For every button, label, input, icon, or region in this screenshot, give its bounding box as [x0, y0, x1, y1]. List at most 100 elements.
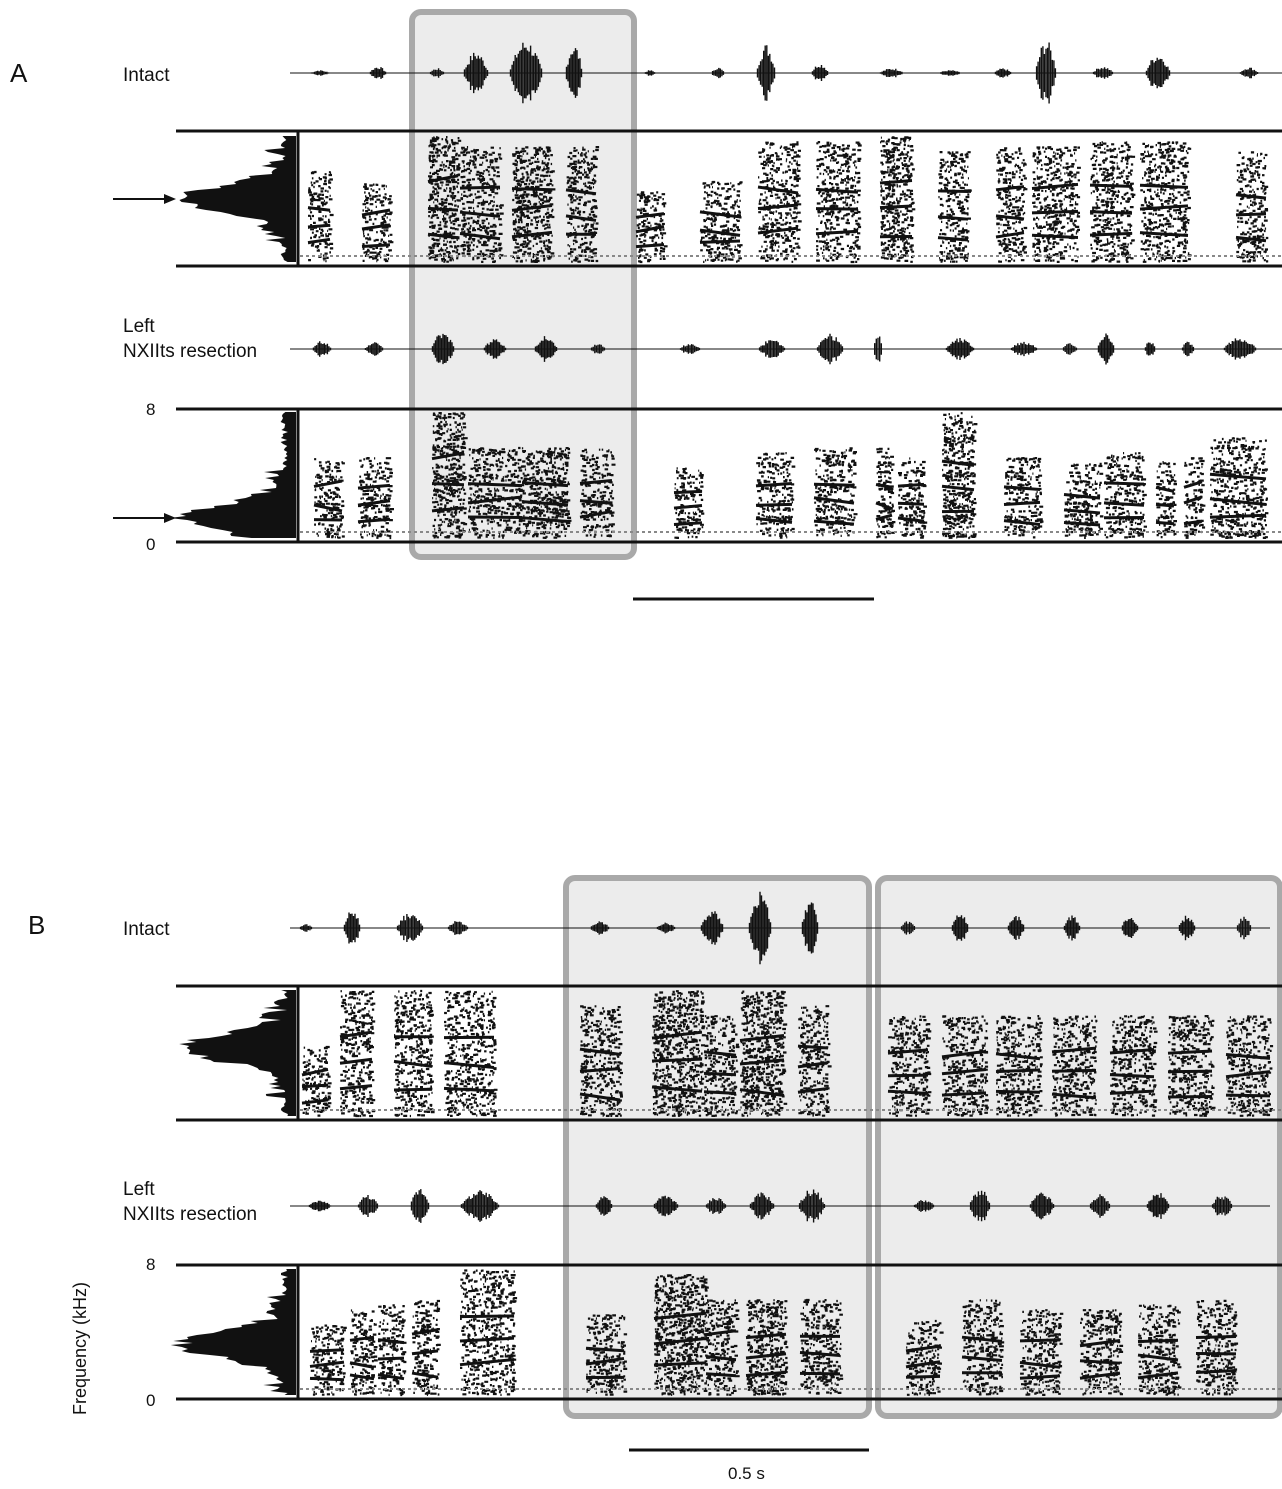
- harmonic-stripe: [427, 174, 459, 184]
- waveform-burst: [595, 1196, 613, 1216]
- harmonic-stripe: [565, 188, 597, 196]
- spectrogram-syllable: [340, 990, 376, 1118]
- spectrogram-syllable: [412, 1299, 441, 1396]
- harmonic-stripe: [1155, 520, 1175, 526]
- spectrogram-syllable: [876, 447, 896, 539]
- harmonic-stripe: [1183, 480, 1203, 489]
- spectrogram-syllable: [566, 146, 600, 263]
- intact-label-b: Intact: [123, 919, 170, 940]
- harmonic-stripe: [1209, 513, 1267, 519]
- waveform-burst: [1089, 1194, 1111, 1218]
- harmonic-stripe: [1019, 1374, 1061, 1380]
- harmonic-stripe: [467, 495, 523, 505]
- highlight-box: [563, 875, 872, 1419]
- harmonic-stripe: [1137, 1353, 1179, 1362]
- harmonic-stripe: [1031, 209, 1079, 215]
- waveform-burst: [798, 1189, 826, 1223]
- harmonic-stripe: [1225, 1093, 1271, 1098]
- spectrogram-syllable: [1064, 462, 1104, 539]
- waveform-burst: [711, 67, 725, 79]
- harmonic-stripe: [1109, 1089, 1155, 1095]
- spectrogram-syllable: [362, 183, 394, 263]
- harmonic-stripe: [937, 215, 969, 221]
- spectrogram-syllable: [756, 452, 796, 539]
- harmonic-stripe: [879, 178, 913, 185]
- freq-tick-bottom-a: 0: [146, 535, 156, 554]
- harmonic-stripe: [1089, 231, 1133, 237]
- harmonic-stripe: [521, 500, 569, 507]
- harmonic-stripe: [813, 519, 855, 526]
- harmonic-stripe: [443, 1086, 495, 1093]
- harmonic-stripe: [411, 1371, 439, 1379]
- spectrogram-syllable: [444, 990, 498, 1117]
- harmonic-stripe: [797, 1044, 829, 1050]
- waveform-burst: [1010, 341, 1038, 357]
- harmonic-stripe: [995, 214, 1025, 221]
- waveform-burst: [447, 921, 469, 935]
- harmonic-stripe: [1019, 1338, 1061, 1343]
- waveform-burst: [679, 344, 701, 354]
- waveform-burst: [483, 339, 507, 359]
- harmonic-stripe: [875, 483, 893, 489]
- harmonic-stripe: [377, 1373, 405, 1381]
- harmonic-stripe: [705, 1354, 737, 1362]
- harmonic-stripe: [887, 1073, 929, 1078]
- harmonic-stripe: [799, 1371, 841, 1376]
- harmonic-stripe: [635, 212, 665, 219]
- spectrogram-syllable: [938, 151, 972, 263]
- harmonic-stripe: [887, 1048, 929, 1055]
- waveform-burst: [644, 70, 656, 76]
- spectrogram-syllable: [378, 1304, 407, 1397]
- harmonic-stripe: [651, 1085, 703, 1093]
- harmonic-stripe: [961, 1355, 1003, 1363]
- harmonic-stripe: [673, 521, 703, 527]
- freq-tick-bottom-b: 0: [146, 1391, 156, 1410]
- harmonic-stripe: [313, 503, 343, 513]
- harmonic-stripe: [995, 1068, 1041, 1074]
- spectrogram-syllable: [1080, 1309, 1124, 1396]
- harmonic-stripe: [699, 210, 741, 219]
- harmonic-stripe: [797, 1087, 829, 1094]
- spectrogram-frame-lines: [113, 129, 1282, 1452]
- waveform-burst: [1211, 1196, 1233, 1216]
- harmonic-stripe: [699, 239, 741, 244]
- harmonic-stripe: [357, 499, 391, 507]
- harmonic-stripe: [651, 1057, 703, 1063]
- waveform-burst: [308, 1200, 332, 1212]
- harmonic-stripe: [995, 1052, 1041, 1061]
- waveform-burst: [410, 1189, 430, 1223]
- waveform-burst: [969, 1190, 991, 1222]
- harmonic-stripe: [1183, 495, 1203, 505]
- harmonic-stripe: [1235, 212, 1267, 217]
- waveform-burst: [656, 922, 676, 934]
- harmonic-stripe: [1003, 500, 1041, 506]
- harmonic-stripe: [653, 1311, 707, 1320]
- harmonic-stripe: [1079, 1338, 1121, 1348]
- spectrogram-syllable: [394, 989, 435, 1118]
- spectrogram-syllable: [800, 1298, 844, 1395]
- waveform-burst: [700, 911, 724, 945]
- harmonic-stripe: [361, 243, 391, 249]
- harmonic-stripe: [431, 506, 465, 513]
- harmonic-stripe: [1225, 1070, 1271, 1079]
- harmonic-stripe: [361, 223, 391, 231]
- harmonic-stripe: [1235, 193, 1267, 200]
- harmonic-stripe: [565, 214, 597, 222]
- harmonic-stripe: [339, 1030, 373, 1039]
- spectrogram-syllable: [996, 147, 1028, 263]
- harmonic-stripe: [1195, 1334, 1237, 1340]
- harmonic-stripe: [897, 516, 925, 523]
- harmonic-stripe: [459, 185, 501, 190]
- harmonic-stripe: [703, 1071, 737, 1077]
- power-histogram: [169, 412, 296, 538]
- waveform-burst: [879, 68, 905, 78]
- harmonic-stripe: [815, 229, 859, 236]
- harmonic-stripe: [1183, 519, 1203, 526]
- harmonic-stripe: [309, 1348, 345, 1353]
- harmonic-stripe: [313, 479, 343, 488]
- highlight-box: [875, 875, 1282, 1419]
- spectrogram-syllable: [460, 146, 504, 263]
- spectrogram-syllable: [758, 141, 802, 263]
- harmonic-stripe: [815, 187, 859, 194]
- harmonic-stripe: [1167, 1049, 1213, 1055]
